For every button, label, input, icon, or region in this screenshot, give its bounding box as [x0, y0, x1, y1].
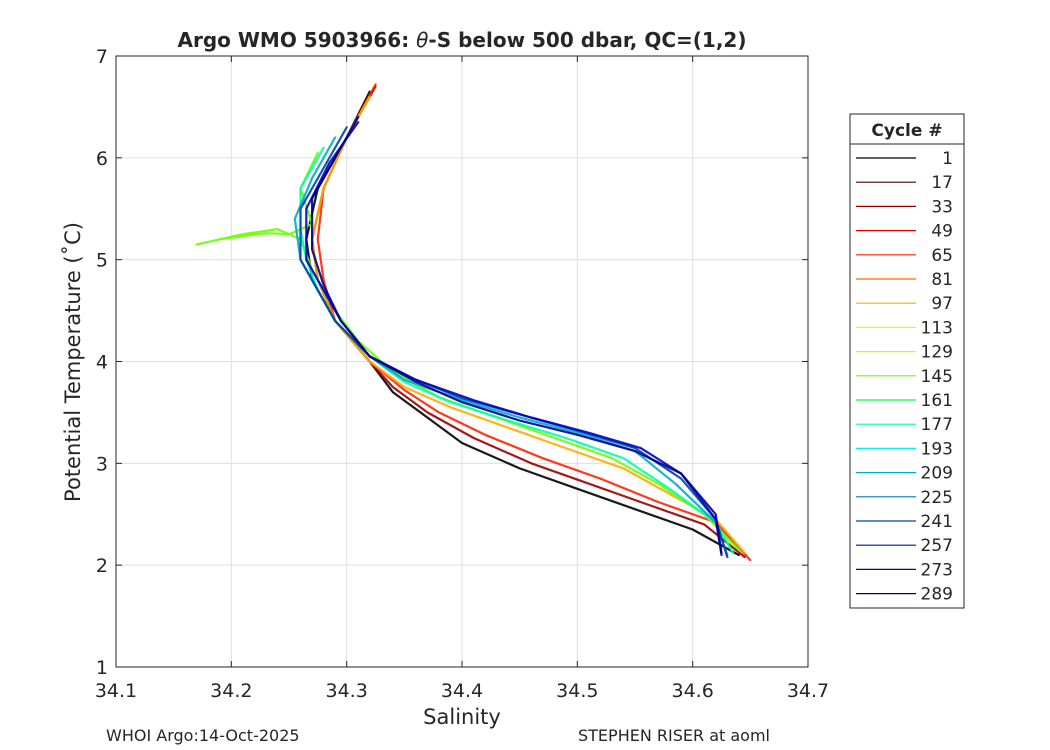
y-axis-label: Potential Temperature (˚C) [61, 222, 85, 502]
grid-lines [116, 56, 808, 667]
legend-label: 65 [931, 246, 953, 266]
legend-label: 49 [931, 222, 953, 242]
series-lines [195, 83, 752, 562]
legend-label: 161 [921, 391, 953, 411]
x-tick-label: 34.1 [95, 680, 137, 702]
legend-label: 33 [931, 197, 953, 217]
series-line [316, 83, 752, 562]
y-tick-label: 2 [96, 555, 108, 577]
legend-box [849, 113, 965, 609]
legend-label: 129 [921, 343, 953, 363]
y-tick-label: 1 [96, 657, 108, 679]
legend-label: 209 [921, 464, 953, 484]
legend-label: 145 [921, 367, 953, 387]
series-line [311, 115, 723, 555]
y-tick-label: 3 [96, 453, 108, 475]
legend-label: 289 [921, 585, 953, 605]
chart-title-suffix: -S below 500 dbar, QC=(1,2) [428, 28, 746, 52]
x-tick-label: 34.2 [210, 680, 252, 702]
legend-label: 273 [921, 560, 953, 580]
chart-title-prefix: Argo WMO 5903966: [178, 28, 417, 52]
y-tick-label: 4 [96, 352, 108, 374]
legend-label: 1 [942, 149, 953, 169]
legend-label: 113 [921, 318, 953, 338]
legend-label: 81 [931, 270, 953, 290]
legend-label: 193 [921, 439, 953, 459]
legend-label: 97 [931, 294, 953, 314]
axis-ticks: 34.1 34.2 34.3 34.4 34.5 34.6 34.7 1 2 3 4 5 6 7 [95, 46, 829, 702]
legend: Cycle # 1 17 33 49 65 81 97 113 129 145 161 177 193 2… [849, 113, 965, 609]
x-tick-label: 34.6 [672, 680, 714, 702]
series-line [299, 146, 735, 555]
x-tick-label: 34.7 [787, 680, 829, 702]
legend-label: 241 [921, 512, 953, 532]
legend-label: 177 [921, 415, 953, 435]
series-line [305, 121, 723, 557]
y-tick-label: 6 [96, 148, 108, 170]
legend-label: 17 [931, 173, 953, 193]
legend-label: 225 [921, 488, 953, 508]
y-tick-label: 5 [96, 250, 108, 272]
legend-label: 257 [921, 536, 953, 556]
y-tick-label: 7 [96, 46, 108, 68]
x-tick-label: 34.5 [556, 680, 598, 702]
legend-entries: 1 17 33 49 65 81 97 113 129 145 161 177 193 209 225 241… [856, 149, 953, 605]
series-line [293, 136, 729, 557]
series-line [311, 95, 746, 555]
x-tick-label: 34.4 [441, 680, 483, 702]
series-line [305, 90, 740, 557]
footer-right: STEPHEN RISER at aoml [578, 726, 770, 745]
x-tick-label: 34.3 [326, 680, 368, 702]
footer-left: WHOI Argo:14-Oct-2025 [106, 726, 300, 745]
chart-title: Argo WMO 5903966: θ-S below 500 dbar, QC… [178, 28, 747, 52]
legend-title: Cycle # [871, 121, 942, 141]
x-axis-label: Salinity [423, 705, 501, 729]
chart-title-theta: θ [416, 28, 428, 52]
